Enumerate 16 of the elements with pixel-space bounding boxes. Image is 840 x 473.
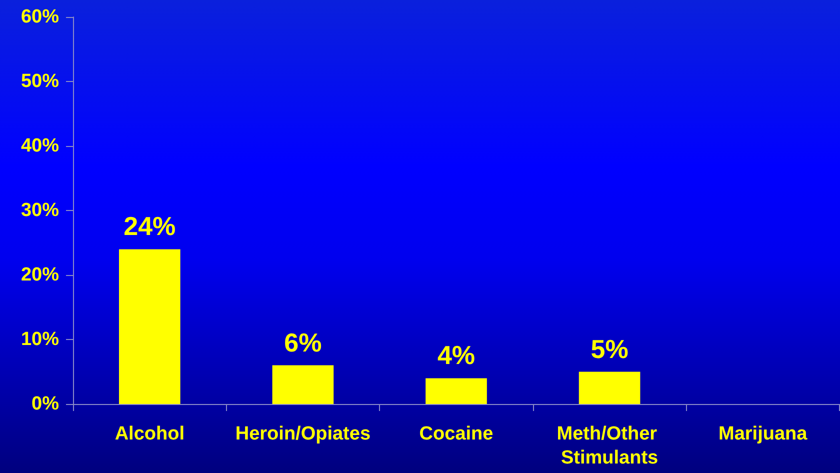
y-tick-label: 20% (20, 264, 60, 286)
y-tick-label: 40% (20, 136, 60, 156)
x-tick-label: Marijuana (718, 424, 808, 444)
x-tick-label: Heroin/Opiates (235, 424, 371, 444)
data-label: 4% (437, 340, 476, 370)
y-tick-label: 60% (20, 6, 60, 28)
y-tick-label: 10% (20, 329, 60, 350)
y-tick-label: 30% (20, 200, 60, 221)
x-tick-label: Meth/Other Stimulants (556, 424, 662, 468)
data-label: 24% (124, 211, 176, 242)
y-tick-label: 0% (32, 394, 60, 414)
x-tick-label: Alcohol (114, 424, 184, 444)
data-label: 6% (284, 327, 322, 358)
data-label: 5% (590, 334, 628, 364)
y-tick-label: 50% (20, 71, 60, 92)
x-tick-label: Cocaine (419, 424, 494, 444)
